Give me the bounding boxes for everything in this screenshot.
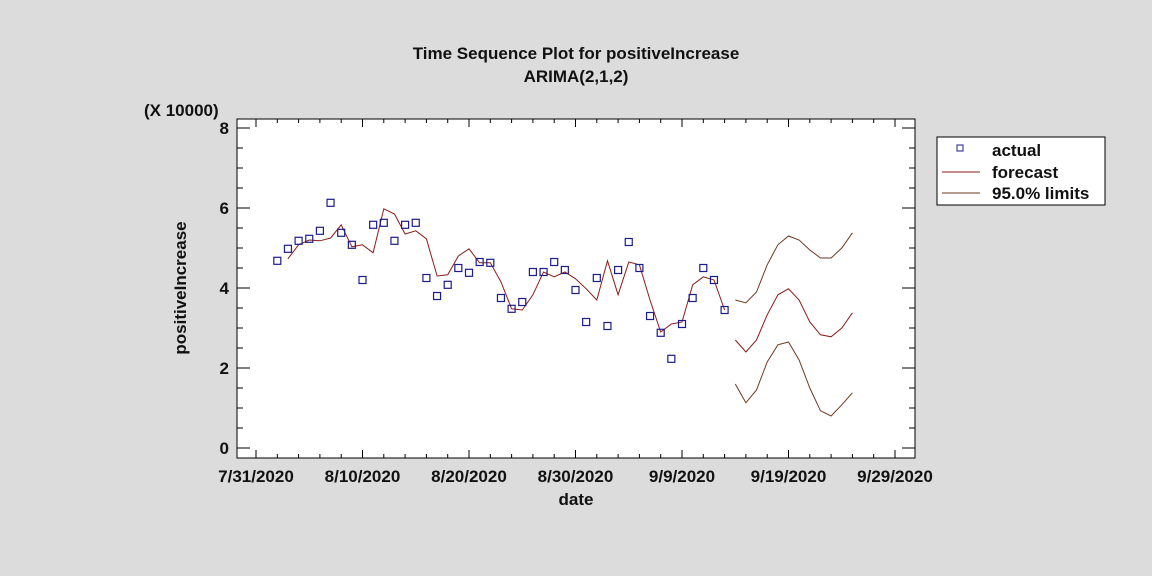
actual-point [464, 268, 474, 277]
actual-point [305, 234, 314, 243]
actual-point [550, 257, 559, 267]
actual-point [475, 257, 484, 267]
y-tick-label: 0 [220, 439, 229, 458]
x-tick-label: 8/20/2020 [431, 467, 507, 486]
actual-point [592, 273, 601, 283]
actual-point [401, 220, 410, 229]
actual-point [677, 319, 687, 329]
actual-point [496, 293, 506, 303]
actual-point [422, 273, 431, 283]
legend-forecast: forecast [992, 163, 1058, 182]
actual-point [358, 275, 367, 285]
actual-point [337, 228, 346, 237]
actual-point [709, 275, 719, 285]
actual-point [273, 256, 282, 265]
forecast-insample-line [287, 208, 726, 333]
x-tick-label: 8/10/2020 [325, 467, 401, 486]
actual-point [539, 267, 548, 277]
y-tick-label: 2 [220, 359, 229, 378]
chart-title: Time Sequence Plot for positiveIncrease [413, 44, 740, 63]
upper-limit-line [735, 232, 853, 304]
actual-point [379, 218, 388, 227]
y-tick-label: 4 [220, 279, 230, 298]
actual-point [667, 354, 676, 363]
actual-point [645, 311, 655, 321]
actual-point [390, 236, 399, 245]
actual-point [369, 220, 378, 229]
actual-point [560, 265, 569, 275]
legend-actual: actual [992, 141, 1041, 160]
y-multiplier-label: (X 10000) [144, 101, 219, 120]
actual-point [528, 267, 538, 277]
y-tick-label: 6 [220, 199, 229, 218]
x-tick-label: 9/9/2020 [649, 467, 715, 486]
actual-point [347, 240, 356, 249]
x-axis-label: date [559, 490, 594, 509]
chart-subtitle: ARIMA(2,1,2) [524, 67, 629, 86]
x-tick-label: 9/19/2020 [751, 467, 827, 486]
x-tick-label: 9/29/2020 [857, 467, 933, 486]
actual-point [613, 265, 623, 275]
actual-point [582, 317, 591, 327]
actual-point [283, 244, 293, 253]
actual-point [635, 263, 644, 273]
forecast-future-line [734, 288, 853, 353]
actual-point [720, 305, 729, 315]
actual-point [486, 258, 495, 267]
actual-point [411, 218, 420, 227]
actual-point [656, 328, 665, 337]
actual-point [603, 321, 612, 331]
x-tick-label: 8/30/2020 [538, 467, 614, 486]
x-tick-label: 7/31/2020 [218, 467, 294, 486]
actual-point [454, 263, 463, 273]
plot-area [236, 118, 916, 459]
actual-point [688, 293, 697, 303]
legend-actual-marker [956, 144, 964, 152]
actual-point [507, 304, 516, 313]
actual-point [571, 285, 580, 295]
actual-point [315, 226, 324, 235]
legend-limits: 95.0% limits [992, 184, 1089, 203]
actual-point [432, 291, 442, 301]
actual-point [294, 236, 303, 245]
legend: actual forecast 95.0% limits [936, 136, 1106, 206]
actual-point [518, 297, 527, 307]
lower-limit-line [734, 341, 853, 417]
actual-point [443, 280, 452, 289]
actual-point [699, 263, 708, 273]
y-tick-label: 8 [220, 119, 229, 138]
actual-point [326, 198, 335, 207]
actual-point [624, 237, 633, 247]
y-axis-label: positiveIncrease [171, 221, 190, 354]
